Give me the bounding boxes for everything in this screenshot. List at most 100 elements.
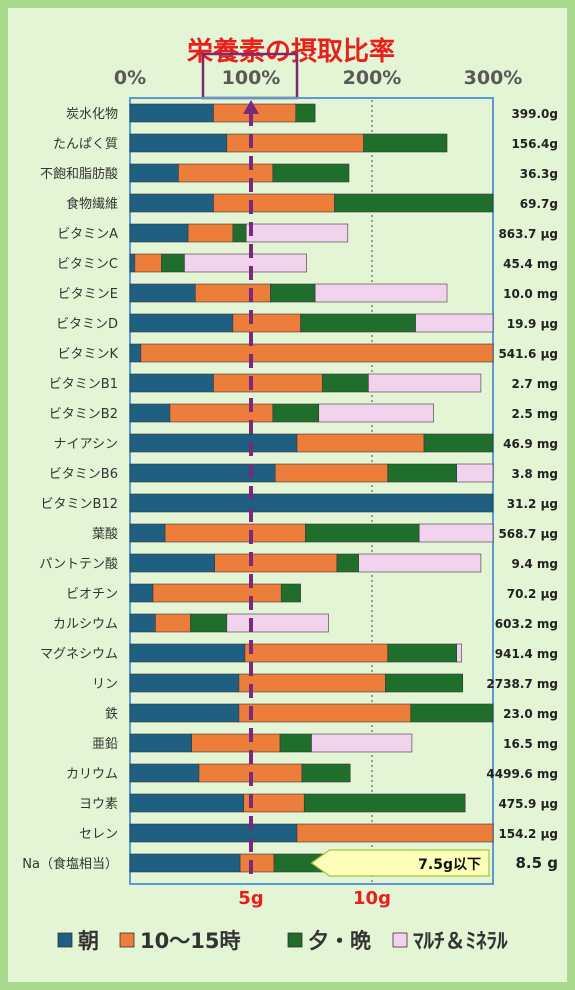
bar-row: 食物繊維 69.7g [66, 193, 558, 213]
bar-segment [129, 733, 193, 753]
category-label: ヨウ素 [79, 797, 118, 812]
bar-segment [134, 253, 162, 273]
bar-segment [296, 433, 425, 453]
bar-rows: 炭水化物 399.0g たんぱく質 156.4g 不飽和脂肪酸 36.3g 食物繊維 69.7… [22, 103, 558, 873]
category-label: 亜鉛 [92, 737, 118, 752]
bar-row: カリウム 4499.6 mg [66, 763, 558, 783]
intake-amount-label: 2738.7 mg [486, 677, 558, 691]
legend-swatch [287, 932, 303, 948]
category-label: 食物繊維 [66, 196, 118, 212]
legend-label: 10～15時 [140, 929, 240, 953]
bar-segment [305, 523, 420, 543]
intake-amount-label: 8.5 g [515, 854, 558, 872]
bar-segment [213, 193, 335, 213]
bar-row: ヨウ素 475.9 μg [79, 793, 558, 813]
bar-segment [169, 403, 274, 423]
intake-amount-label: 399.0g [511, 107, 558, 121]
category-label: セレン [79, 827, 118, 842]
bar-segment [129, 283, 196, 303]
bar-segment [232, 223, 247, 243]
intake-amount-label: 70.2 μg [507, 587, 558, 601]
legend-label: ﾏﾙﾁ＆ﾐﾈﾗﾙ [413, 929, 508, 953]
bar-row: ビタミンB12 31.2 μg [41, 493, 558, 513]
bar-segment [232, 313, 301, 333]
bar-segment [280, 583, 301, 603]
bar-segment [129, 673, 240, 693]
reference-line-arrowhead [243, 100, 259, 114]
category-label: Na（食塩相当） [22, 856, 118, 872]
bar-segment [129, 493, 494, 513]
bar-segment [129, 403, 171, 423]
bar-segment [296, 823, 494, 843]
bar-segment [410, 703, 494, 723]
category-label: たんぱく質 [53, 137, 118, 152]
bar-segment [363, 133, 448, 153]
x-tick-label: 100% [222, 67, 281, 89]
bar-segment [129, 373, 214, 393]
bar-segment [322, 373, 369, 393]
bar-segment [415, 313, 494, 333]
bar-segment [270, 283, 316, 303]
intake-amount-label: 45.4 mg [503, 257, 558, 271]
category-label: マグネシウム [40, 647, 118, 662]
bar-segment [178, 163, 274, 183]
bar-segment [129, 583, 154, 603]
bar-segment [238, 673, 386, 693]
bar-segment [129, 853, 241, 873]
intake-amount-label: 3.8 mg [511, 467, 558, 481]
category-label: ビタミンB2 [49, 407, 118, 422]
intake-amount-label: 4499.6 mg [486, 767, 558, 781]
bar-segment [195, 283, 271, 303]
bar-segment [387, 463, 458, 483]
bar-row: ビタミンC 45.4 mg [57, 253, 558, 273]
bar-row: ビタミンB2 2.5 mg [49, 403, 558, 423]
bar-row: カルシウム 603.2 mg [53, 613, 558, 633]
legend-swatch [57, 932, 73, 948]
bar-row: セレン 154.2 μg [79, 823, 558, 843]
bar-segment [129, 103, 214, 123]
bar-segment [279, 733, 312, 753]
bar-segment [129, 523, 166, 543]
sodium-limit-callout [310, 849, 490, 877]
chart-title: 栄養素の摂取比率 [186, 36, 395, 67]
bar-segment [129, 223, 189, 243]
intake-amount-label: 603.2 mg [495, 617, 558, 631]
bar-segment [423, 433, 494, 453]
bar-segment [129, 643, 246, 663]
bar-row: ビタミンE 10.0 mg [58, 283, 558, 303]
sodium-annotation-group: 7.5g以下 [310, 849, 490, 877]
bar-row: ビタミンA 863.7 μg [57, 223, 558, 243]
category-label: パントテン酸 [39, 557, 118, 572]
category-label: ビタミンK [57, 347, 118, 362]
bar-segment [213, 373, 323, 393]
intake-amount-label: 154.2 μg [498, 827, 558, 841]
category-label: ビタミンC [57, 257, 118, 272]
intake-amount-label: 19.9 μg [507, 317, 558, 331]
bar-row: ビタミンK 541.6 μg [57, 343, 558, 363]
bar-segment [238, 703, 412, 723]
category-label: ビタミンB1 [49, 377, 118, 392]
bar-segment [184, 253, 307, 273]
bar-segment [295, 103, 316, 123]
bar-row: 不飽和脂肪酸 36.3g [40, 163, 558, 183]
intake-amount-label: 2.5 mg [511, 407, 558, 421]
bar-segment [129, 133, 228, 153]
category-label: カリウム [66, 767, 118, 782]
bar-segment [226, 133, 364, 153]
bar-segment [418, 523, 494, 543]
bar-segment [129, 703, 240, 723]
bar-segment [387, 643, 458, 663]
bar-segment [129, 763, 200, 783]
category-label: 不飽和脂肪酸 [40, 166, 118, 182]
legend-item: 夕・晩 [287, 929, 371, 953]
intake-amount-label: 941.4 mg [495, 647, 558, 661]
bar-segment [129, 463, 276, 483]
sodium-tick-label: 5g [238, 888, 263, 909]
bar-segment [129, 163, 179, 183]
legend-item: 10～15時 [119, 929, 240, 953]
bar-segment [187, 223, 234, 243]
bar-row: たんぱく質 156.4g [53, 133, 558, 153]
x-axis-tick-labels: 0% 100% 200% 300% [114, 67, 522, 89]
bar-segment [129, 253, 136, 273]
bar-segment [274, 463, 389, 483]
